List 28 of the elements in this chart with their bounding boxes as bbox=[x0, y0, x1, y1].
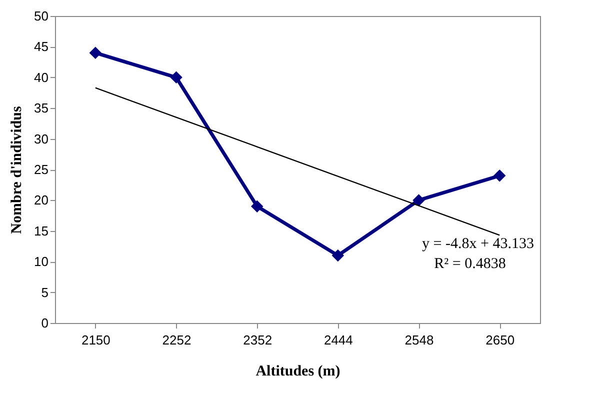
y-tick-label: 15 bbox=[34, 223, 48, 238]
x-axis-title: Altitudes (m) bbox=[256, 364, 340, 380]
point bbox=[170, 71, 182, 84]
x-tick-label: 2548 bbox=[404, 332, 434, 348]
annotation: R² = 0.4838 bbox=[434, 256, 506, 272]
line-series bbox=[94, 87, 500, 236]
annotation: y = -4.8x + 43.133 bbox=[422, 236, 534, 252]
x-tick-label: 2252 bbox=[162, 332, 192, 348]
y-tick-label: 0 bbox=[41, 316, 48, 330]
y-tick-label: 50 bbox=[34, 8, 48, 24]
point bbox=[250, 200, 264, 212]
y-tick-label: 45 bbox=[34, 39, 48, 54]
point bbox=[412, 194, 425, 206]
point bbox=[332, 249, 344, 262]
y-tick-label: 25 bbox=[34, 162, 48, 177]
y-tick-label: 35 bbox=[34, 100, 48, 116]
y-tick-label: 30 bbox=[34, 131, 48, 146]
y-tick-label: 40 bbox=[34, 70, 48, 85]
x-tick-label: 2444 bbox=[324, 332, 353, 348]
x-tick-label: 2352 bbox=[243, 332, 272, 348]
y-tick-label: 5 bbox=[41, 284, 48, 300]
y-axis-title: Nombre d'individus bbox=[9, 106, 26, 234]
y-tick-label: 10 bbox=[34, 254, 48, 270]
point bbox=[89, 46, 102, 59]
point bbox=[493, 170, 506, 182]
y-tick-label: 20 bbox=[34, 192, 48, 208]
x-tick-label: 2650 bbox=[486, 332, 515, 348]
x-tick-label: 2150 bbox=[81, 332, 110, 348]
